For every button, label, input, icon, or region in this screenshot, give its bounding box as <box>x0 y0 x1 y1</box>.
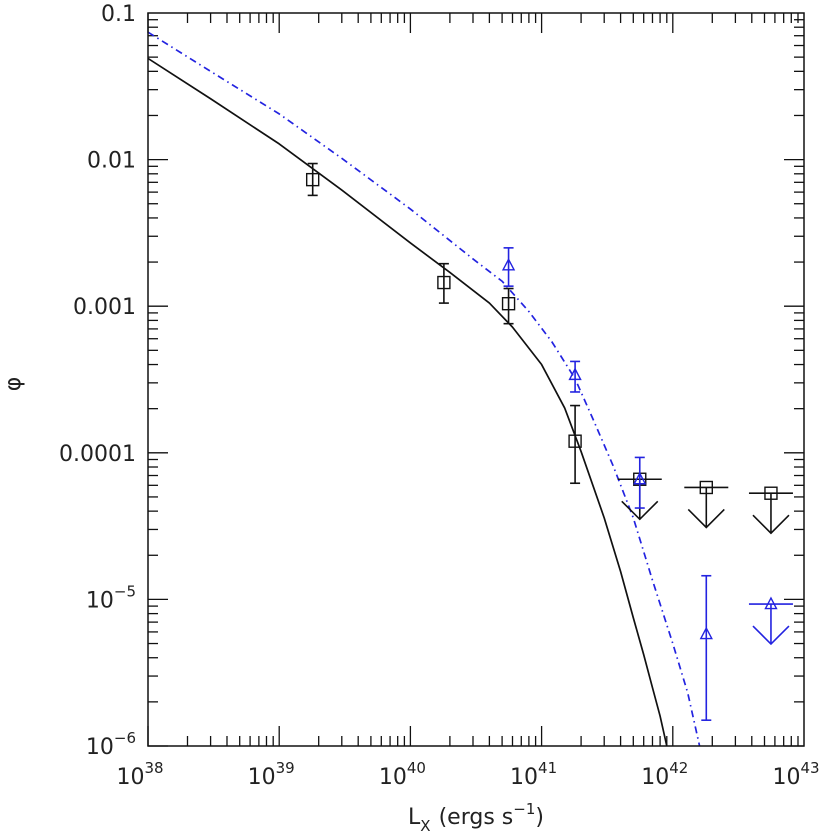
y-tick-label: 0.1 <box>101 2 136 27</box>
y-tick-label: 0.01 <box>87 149 136 174</box>
y-tick-label-exponent: −6 <box>114 729 136 747</box>
upper-limit-arrow-head <box>752 514 790 535</box>
square-marker <box>568 434 582 448</box>
y-tick-label-base: 10 <box>86 735 114 760</box>
triangle-marker <box>633 471 647 485</box>
upper-limit-arrow-head <box>687 508 725 529</box>
x-tick-label-base: 10 <box>641 765 669 790</box>
x-tick-label-exponent: 40 <box>407 759 426 777</box>
x-tick-label: 1039 <box>248 759 295 790</box>
model-curve-dash-dot <box>148 31 701 746</box>
x-tick-label-exponent: 42 <box>669 759 688 777</box>
x-tick-label: 1041 <box>510 759 557 790</box>
triangle-marker <box>764 596 778 610</box>
axis-ticks <box>147 13 804 747</box>
y-tick-label: 10−5 <box>86 582 136 613</box>
model-curve-solid <box>148 57 668 746</box>
x-tick-label-base: 10 <box>248 765 276 790</box>
square-marker <box>699 480 713 495</box>
x-tick-label: 1042 <box>641 759 688 790</box>
data-points <box>305 162 793 721</box>
triangle-marker <box>699 626 713 640</box>
x-tick-label-exponent: 41 <box>538 759 557 777</box>
tick-labels: 1038 1039 1040 1041 1042 10430.10.010.0010.00… <box>59 2 820 790</box>
y-tick-label-exponent: −5 <box>114 582 136 600</box>
triangle-marker <box>568 367 582 381</box>
x-tick-label: 1038 <box>116 759 163 790</box>
upper-limit-arrow-head <box>621 500 659 521</box>
x-tick-label-exponent: 38 <box>144 759 163 777</box>
x-tick-label-exponent: 39 <box>276 759 295 777</box>
model-curves <box>148 31 701 746</box>
x-tick-label-base: 10 <box>116 765 144 790</box>
plot-frame <box>147 12 805 747</box>
upper-limit-arrow-head <box>752 625 790 646</box>
x-tick-label-base: 10 <box>379 765 407 790</box>
y-axis-label: φ <box>1 377 26 392</box>
y-tick-label-base: 10 <box>86 588 114 613</box>
square-marker <box>437 275 451 290</box>
square-marker <box>501 297 516 311</box>
x-tick-label-base: 10 <box>772 765 800 790</box>
x-tick-label: 1043 <box>772 759 819 790</box>
x-tick-label-base: 10 <box>510 765 538 790</box>
x-axis-label: LX (ergs s−1) <box>408 800 544 835</box>
x-tick-label: 1040 <box>379 759 426 790</box>
x-tick-label-exponent: 43 <box>800 759 819 777</box>
square-marker <box>305 172 320 187</box>
square-marker <box>764 486 778 500</box>
y-tick-label: 10−6 <box>86 729 136 760</box>
y-tick-label: 0.0001 <box>59 442 136 467</box>
y-tick-label: 0.001 <box>73 295 136 320</box>
triangle-marker <box>501 257 516 271</box>
